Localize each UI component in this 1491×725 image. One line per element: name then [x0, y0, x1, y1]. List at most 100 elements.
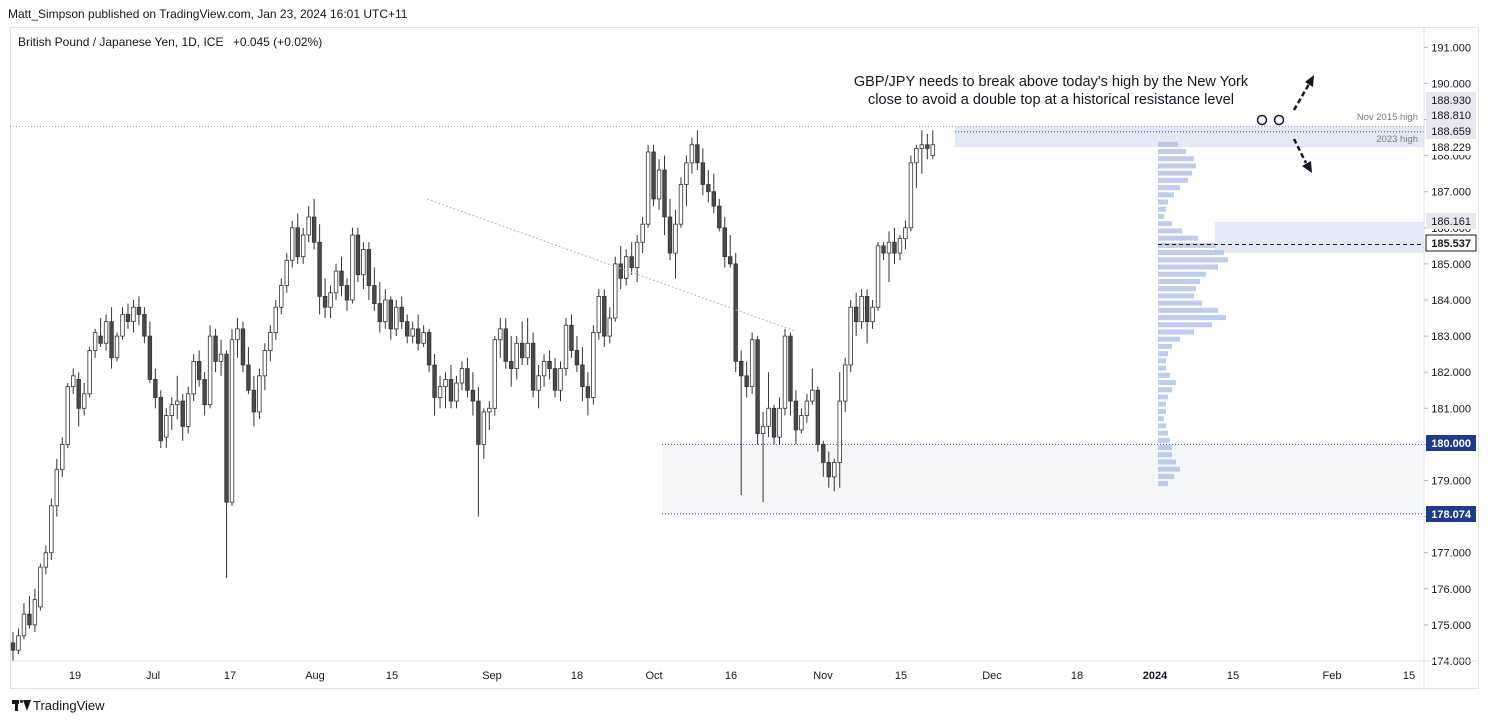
volume-profile-bar	[1158, 365, 1166, 371]
y-tick-label: 175.000	[1431, 620, 1471, 632]
bull-candle	[421, 332, 426, 344]
x-tick-label: 2024	[1143, 670, 1168, 682]
bear-candle	[722, 227, 727, 258]
volume-profile-bar	[1158, 199, 1168, 205]
y-tick-label: 191.000	[1431, 42, 1471, 54]
volume-profile-bar	[1158, 387, 1172, 393]
price-label-box	[1425, 234, 1477, 252]
bull-candle	[16, 635, 21, 651]
bull-candle	[273, 306, 278, 333]
volume-profile-bar	[1158, 177, 1188, 183]
volume-profile-bar	[1158, 141, 1178, 147]
bear-candle	[224, 353, 229, 503]
bear-candle	[476, 400, 481, 445]
bear-candle	[125, 314, 131, 323]
volume-profile-bar	[1158, 408, 1166, 414]
volume-profile-bar	[1158, 307, 1218, 313]
price-label-box	[1426, 139, 1476, 155]
y-tick-label: 190.000	[1431, 78, 1471, 90]
x-tick-label: 15	[895, 670, 907, 682]
resistance-zone	[955, 126, 1424, 148]
bull-candle	[268, 332, 273, 351]
drawings-layer: GBP/JPY needs to break above today's hig…	[426, 74, 1418, 332]
bull-candle	[87, 350, 92, 395]
bull-candle	[843, 364, 848, 402]
volume-profile-bar	[1158, 293, 1194, 299]
volume-profile-bar	[1158, 170, 1192, 176]
bear-candle	[180, 400, 185, 427]
volume-profile-bar	[1158, 437, 1170, 443]
brand-label: TradingView	[33, 698, 105, 713]
x-tick-label: 15	[386, 670, 398, 682]
bull-candle	[262, 350, 268, 377]
annotation-line-1: GBP/JPY needs to break above today's hig…	[854, 74, 1249, 90]
down-arrow-line	[1292, 138, 1308, 164]
bear-candle	[142, 314, 147, 337]
bull-candle	[103, 321, 109, 344]
tradingview-logo[interactable]: TradingView	[12, 698, 105, 713]
bull-candle	[799, 415, 804, 431]
price-label: 188.930	[1431, 95, 1471, 107]
bear-candle	[213, 335, 218, 362]
chart-frame[interactable]	[10, 27, 1479, 689]
bull-candle	[394, 306, 399, 330]
x-tick-label: 19	[69, 670, 81, 682]
bear-candle	[448, 379, 454, 402]
bull-candle	[656, 169, 662, 200]
y-tick-label: 185.000	[1431, 259, 1471, 271]
bull-candle	[914, 147, 919, 164]
symbol-label: British Pound / Japanese Yen, 1D, ICE	[18, 35, 224, 49]
bull-candle	[640, 223, 645, 243]
bear-candle	[821, 443, 826, 463]
bull-candle	[684, 162, 689, 185]
bear-candle	[585, 386, 591, 398]
volume-profile-layer	[1158, 141, 1228, 487]
bear-candle	[27, 613, 32, 626]
bear-candle	[240, 328, 246, 366]
up-arrow-icon	[1305, 75, 1314, 87]
bear-candle	[662, 169, 667, 218]
volume-profile-bar	[1158, 380, 1176, 386]
bull-candle	[175, 400, 180, 406]
bear-candle	[602, 295, 607, 337]
bull-candle	[71, 375, 76, 388]
bear-candle	[629, 256, 634, 268]
volume-profile-bar	[1158, 192, 1174, 198]
bear-candle	[246, 364, 251, 391]
bull-candle	[32, 599, 38, 626]
bull-candle	[38, 566, 43, 608]
price-label: 180.000	[1431, 438, 1471, 450]
bear-candle	[136, 306, 142, 315]
volume-profile-bar	[1158, 206, 1166, 212]
bull-candle	[290, 227, 295, 261]
volume-profile-bar	[1158, 452, 1172, 458]
volume-profile-bar	[1158, 221, 1172, 227]
bear-candle	[755, 339, 760, 434]
bear-candle	[574, 350, 580, 366]
volume-profile-bar	[1158, 163, 1196, 169]
volume-profile-bar	[1158, 445, 1172, 451]
double-top-circle-2	[1273, 114, 1285, 126]
bull-candle	[437, 386, 443, 398]
bull-candle	[218, 353, 224, 362]
bull-candle	[897, 238, 903, 254]
bear-candle	[695, 144, 700, 164]
bull-candle	[284, 259, 289, 286]
bull-candle	[361, 249, 366, 276]
bear-candle	[465, 368, 470, 391]
x-tick-label: Oct	[645, 670, 662, 682]
bear-candle	[251, 389, 257, 413]
bull-candle	[43, 552, 49, 568]
bull-candle	[760, 425, 766, 434]
bull-candle	[536, 375, 541, 391]
price-label: 188.810	[1431, 110, 1471, 122]
bear-candle	[366, 249, 372, 286]
x-tick-label: 15	[1227, 670, 1239, 682]
x-tick-label: Dec	[982, 670, 1002, 682]
x-tick-label: Jul	[146, 670, 160, 682]
bull-candle	[782, 335, 788, 409]
bull-candle	[848, 306, 853, 366]
symbol-legend[interactable]: British Pound / Japanese Yen, 1D, ICE +0…	[18, 35, 322, 49]
y-tick-label: 182.000	[1431, 367, 1471, 379]
